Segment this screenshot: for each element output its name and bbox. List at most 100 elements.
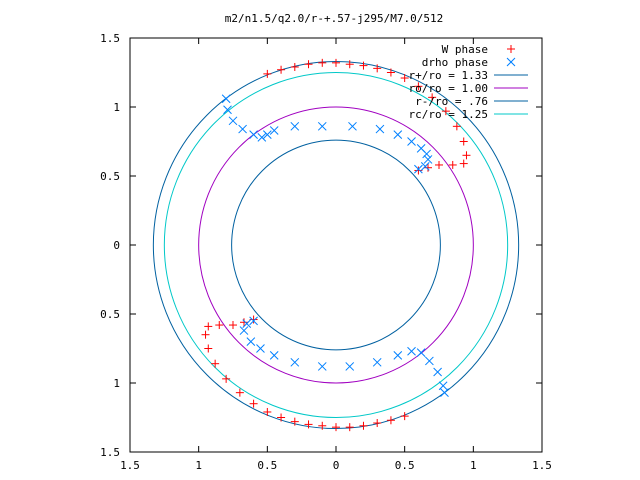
data-point (414, 166, 423, 175)
marker-stroke (375, 124, 385, 134)
data-point (269, 126, 279, 135)
w-phase-series (201, 58, 471, 432)
marker-stroke (425, 356, 434, 366)
data-point (249, 315, 258, 324)
y-tick-label: 1 (113, 377, 120, 390)
marker-stroke (438, 381, 448, 391)
marker-stroke (269, 126, 279, 135)
y-tick-label: 0 (113, 239, 120, 252)
data-point (249, 399, 258, 408)
data-point (290, 121, 300, 131)
data-point (239, 318, 248, 327)
marker-stroke (269, 351, 279, 360)
data-point (435, 160, 443, 169)
x-tick-label: 0.5 (257, 459, 277, 472)
data-point (433, 367, 442, 377)
data-point (317, 362, 327, 371)
data-point (345, 362, 355, 371)
data-point (423, 155, 433, 164)
data-point (372, 357, 382, 367)
chart-title: m2/n1.5/q2.0/r-+.57-j295/M7.0/512 (225, 12, 444, 25)
marker-stroke (249, 130, 258, 139)
data-point (452, 122, 461, 131)
marker-stroke (348, 121, 357, 131)
marker-stroke (290, 357, 300, 367)
y-tick-label: 0.5 (100, 170, 120, 183)
data-point (416, 348, 426, 357)
marker-stroke (407, 137, 416, 146)
legend-label: r-/ro = .76 (415, 95, 488, 108)
marker-stroke (393, 130, 403, 139)
data-point (332, 423, 340, 432)
marker-stroke (249, 316, 258, 326)
marker-stroke (239, 326, 249, 335)
data-point (359, 61, 368, 70)
data-point (318, 421, 327, 430)
x-tick-label: 0.5 (395, 459, 415, 472)
data-point (204, 322, 213, 331)
data-point (221, 94, 231, 104)
data-point (459, 137, 468, 146)
data-point (211, 359, 220, 368)
marker-stroke (414, 164, 423, 174)
data-point (317, 121, 327, 131)
marker-stroke (416, 348, 426, 357)
data-point (238, 124, 247, 134)
marker-stroke (433, 367, 442, 377)
marker-stroke (423, 155, 433, 164)
reference-circle (231, 139, 441, 351)
data-point (438, 381, 448, 391)
data-point (375, 124, 385, 134)
data-point (249, 130, 258, 139)
x-tick-label: 0 (333, 459, 340, 472)
data-point (257, 133, 267, 142)
data-point (215, 321, 224, 330)
data-point (393, 130, 403, 139)
marker-stroke (221, 94, 231, 104)
data-point (345, 60, 354, 69)
marker-stroke (262, 130, 272, 139)
legend-label: W phase (442, 43, 488, 56)
data-point (229, 321, 237, 330)
legend-label: r+/ro = 1.33 (409, 69, 488, 82)
marker-stroke (317, 362, 327, 371)
data-point (462, 151, 471, 160)
data-point (204, 344, 213, 353)
data-point (201, 330, 210, 339)
marker-stroke (228, 116, 238, 126)
data-point (393, 351, 403, 360)
data-point (345, 423, 354, 432)
data-point (318, 58, 327, 67)
x-tick-label: 1.5 (120, 459, 140, 472)
data-point (262, 130, 272, 139)
data-point (448, 160, 457, 169)
y-axis-ticks: 1.5 1 0.5 0 0.5 1 1.5 (100, 32, 542, 459)
data-point (407, 137, 416, 146)
data-point (277, 65, 286, 74)
data-points (201, 58, 471, 432)
data-point (348, 121, 357, 131)
data-point (425, 356, 434, 366)
marker-stroke (440, 388, 449, 398)
marker-stroke (372, 357, 382, 367)
marker-stroke (422, 149, 431, 159)
data-point (239, 326, 249, 335)
data-point (440, 388, 449, 398)
data-point (269, 351, 279, 360)
y-tick-label: 1.5 (100, 446, 120, 459)
data-point (373, 419, 382, 428)
data-point (424, 163, 433, 172)
data-point (249, 316, 258, 326)
data-point (459, 159, 468, 168)
y-tick-label: 1 (113, 101, 120, 114)
data-point (263, 69, 272, 78)
legend-label: drho phase (422, 56, 488, 69)
data-point (290, 357, 300, 367)
marker-stroke (223, 105, 232, 115)
data-point (304, 60, 313, 69)
data-point (228, 116, 238, 126)
data-point (277, 413, 286, 422)
data-point (256, 344, 265, 353)
marker-stroke (420, 161, 430, 171)
